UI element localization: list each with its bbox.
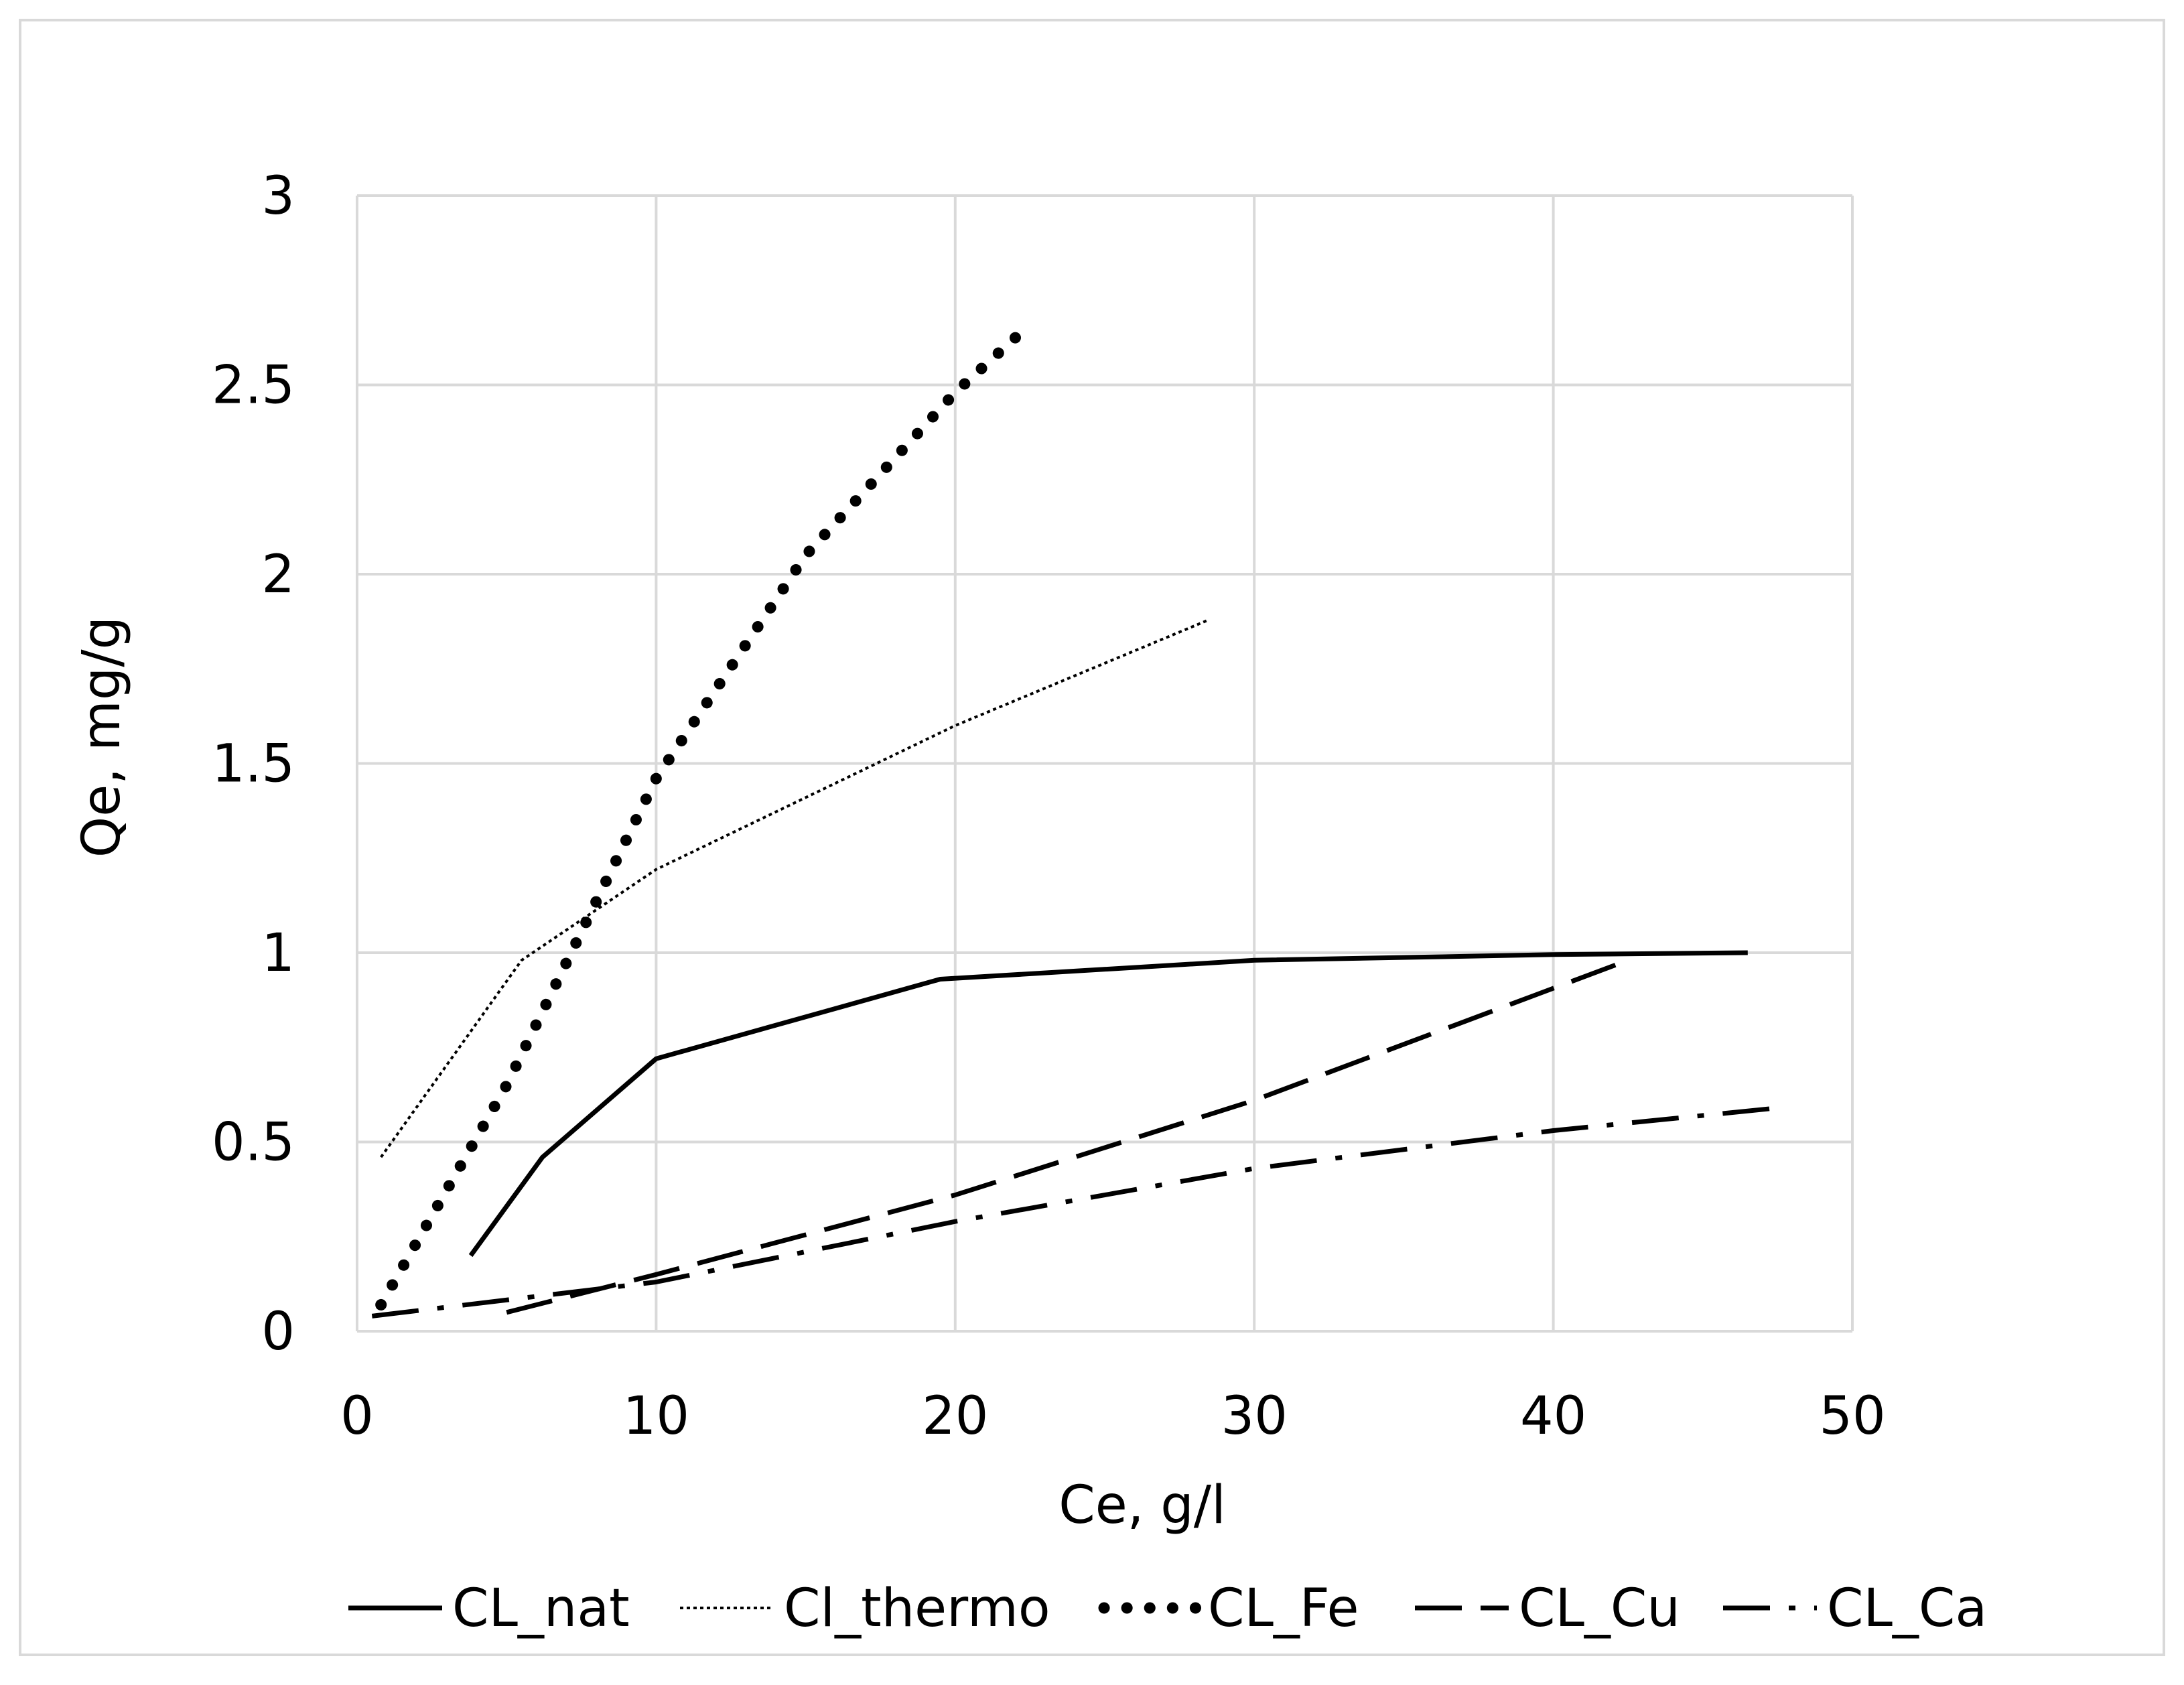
y-tick-label: 1.5 bbox=[212, 734, 295, 795]
series-line-cl-fe bbox=[375, 318, 1036, 1310]
x-tick-label: 40 bbox=[1520, 1386, 1586, 1446]
legend-label-cl-thermo: Cl_thermo bbox=[784, 1578, 1050, 1639]
y-tick-label: 2 bbox=[261, 545, 295, 605]
x-tick-label: 10 bbox=[623, 1386, 689, 1446]
legend-label-cl-fe: CL_Fe bbox=[1208, 1578, 1359, 1639]
series-line-cl-thermo bbox=[380, 618, 1210, 1158]
series-lines bbox=[371, 318, 1778, 1319]
y-tick-label: 3 bbox=[261, 166, 295, 226]
chart-frame bbox=[19, 19, 2165, 1656]
series-line-cl-nat bbox=[468, 950, 1748, 1258]
y-tick-label: 0 bbox=[261, 1302, 295, 1362]
y-tick-label: 1 bbox=[261, 923, 295, 984]
legend-label-cl-cu: CL_Cu bbox=[1519, 1578, 1680, 1639]
x-axis-label: Ce, g/l bbox=[1059, 1475, 1226, 1536]
gridlines bbox=[356, 194, 1854, 1333]
x-tick-label: 50 bbox=[1819, 1386, 1885, 1446]
y-axis-ticks: 0 0.5 1 1.5 2 2.5 3 bbox=[212, 166, 295, 1362]
y-tick-label: 2.5 bbox=[212, 356, 295, 416]
series-line-cl-cu bbox=[506, 958, 1629, 1315]
x-tick-label: 30 bbox=[1221, 1386, 1288, 1446]
x-tick-label: 20 bbox=[922, 1386, 988, 1446]
y-axis-label: Qe, mg/g bbox=[72, 616, 132, 858]
legend-label-cl-nat: CL_nat bbox=[452, 1578, 630, 1639]
series-line-cl-ca bbox=[371, 1105, 1778, 1319]
legend: CL_nat Cl_thermo CL_Fe CL_Cu CL_Ca bbox=[348, 1578, 1987, 1639]
x-axis-ticks: 0 10 20 30 40 50 bbox=[340, 1386, 1885, 1446]
legend-label-cl-ca: CL_Ca bbox=[1827, 1578, 1987, 1639]
x-tick-label: 0 bbox=[340, 1386, 374, 1446]
y-tick-label: 0.5 bbox=[212, 1113, 295, 1173]
